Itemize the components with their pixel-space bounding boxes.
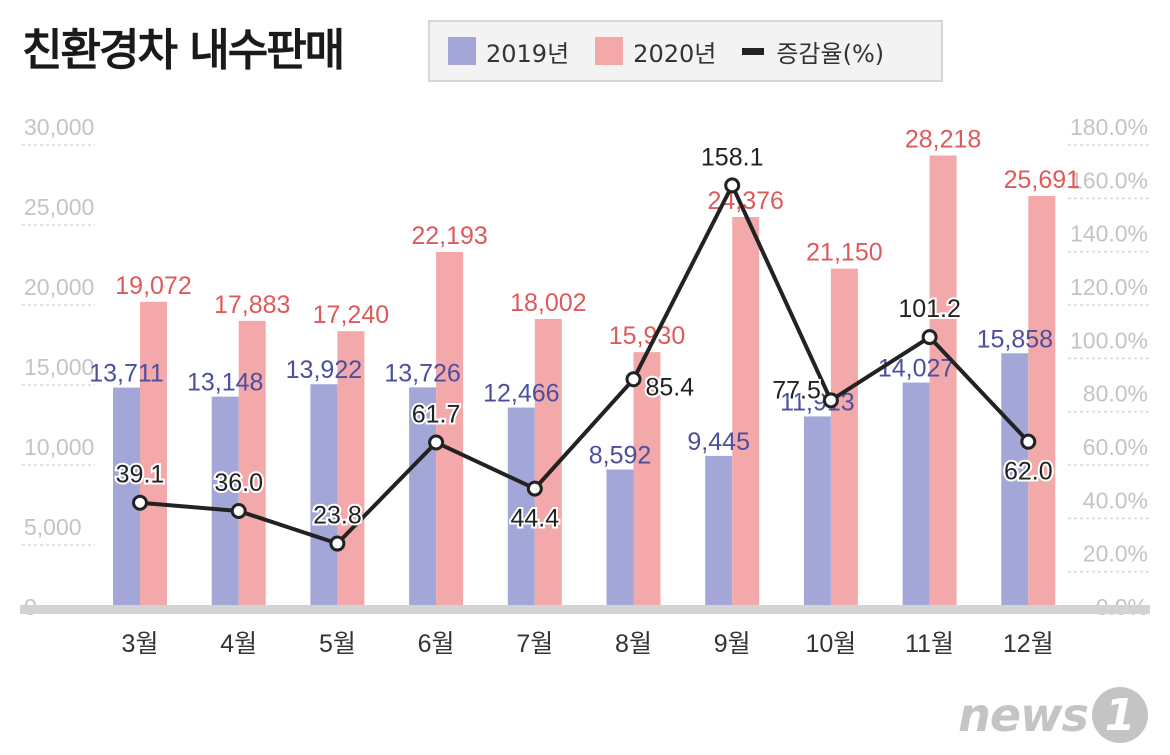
x-tick-label: 12월 [1003, 630, 1054, 658]
legend-label-change-rate: 증감율(%) [776, 39, 885, 68]
change-rate-label: 77.5 [772, 376, 821, 404]
bar-2020-label: 22,193 [411, 222, 487, 250]
change-rate-label: 36.0 [214, 469, 263, 497]
legend-item-2020: 2020년 [595, 34, 716, 69]
y-left-tick-label: 25,000 [24, 194, 94, 220]
bar-2019-label: 14,027 [878, 355, 954, 383]
y-right-tick-label: 20.0% [1083, 541, 1148, 567]
bar-2020 [140, 301, 167, 607]
bar-2019 [211, 396, 239, 607]
bar-2019 [409, 387, 437, 607]
x-axis-baseline [20, 605, 1150, 614]
legend-swatch-change-rate [742, 47, 765, 55]
change-rate-point [428, 434, 445, 451]
bar-2020-label: 17,883 [214, 291, 290, 319]
bar-2020-label: 21,150 [806, 239, 882, 267]
change-rate-label: 44.4 [510, 505, 559, 533]
bar-2019-label: 12,466 [483, 380, 559, 408]
chart-legend: 2019년 2020년 증감율(%) [428, 20, 943, 82]
bar-2020 [238, 320, 266, 607]
change-rate-point [526, 480, 543, 497]
legend-item-change-rate: 증감율(%) [742, 34, 884, 69]
y-right-tick-label: 40.0% [1083, 487, 1148, 513]
y-left-tick-label: 30,000 [24, 114, 94, 140]
change-rate-point [329, 535, 346, 552]
y-right-tick-label: 80.0% [1083, 381, 1148, 407]
y-right-tick-label: 120.0% [1070, 274, 1148, 300]
bar-2020 [830, 268, 858, 607]
bar-2019-label: 13,711 [89, 360, 164, 388]
change-rate-point [230, 503, 247, 519]
y-left-tick-label: 15,000 [24, 354, 94, 380]
bar-2020-label: 18,002 [510, 289, 586, 317]
x-tick-label: 7월 [516, 630, 553, 658]
y-right-tick-label: 60.0% [1083, 434, 1148, 460]
change-rate-label: 158.1 [701, 143, 764, 171]
bar-2019 [902, 382, 930, 607]
bar-2020 [337, 331, 365, 607]
y-right-tick-label: 160.0% [1070, 167, 1148, 193]
y-left-tick-label: 5,000 [24, 514, 82, 540]
news1-logo: news 1 [958, 687, 1148, 743]
bar-2020 [929, 155, 957, 607]
change-rate-point [921, 329, 938, 346]
bar-2019-label: 13,922 [286, 356, 362, 384]
y-right-tick-label: 100.0% [1070, 327, 1148, 353]
change-rate-point [625, 371, 642, 388]
change-rate-label: 61.7 [412, 400, 461, 428]
bar-2020-label: 25,691 [1004, 166, 1080, 194]
x-tick-label: 10월 [805, 630, 856, 658]
legend-swatch-2019 [448, 37, 476, 65]
bar-2019-label: 8,592 [589, 442, 652, 470]
bar-2019-label: 13,726 [384, 359, 460, 387]
x-tick-label: 9월 [714, 630, 751, 658]
bar-2019 [310, 384, 338, 607]
y-left-tick-label: 10,000 [24, 434, 94, 460]
x-tick-label: 4월 [220, 630, 257, 658]
bar-2020 [633, 352, 661, 607]
change-rate-label: 39.1 [116, 461, 165, 489]
bar-2020-label: 28,218 [905, 126, 981, 154]
x-tick-label: 8월 [615, 630, 652, 658]
logo-mark-icon: 1 [1092, 687, 1148, 743]
bar-2019 [1001, 353, 1029, 607]
change-rate-point [132, 494, 148, 511]
y-left-tick-label: 20,000 [24, 274, 94, 300]
bar-2020-label: 17,240 [313, 301, 389, 329]
bar-2019 [803, 416, 831, 607]
change-rate-label: 62.0 [1004, 458, 1053, 486]
bar-2020 [732, 216, 760, 607]
chart-title: 친환경차 내수판매 [22, 25, 345, 76]
bar-2020 [436, 251, 464, 608]
change-rate-label: 85.4 [646, 373, 695, 401]
change-rate-point [822, 392, 839, 409]
change-rate-point [724, 177, 741, 194]
bar-2019 [507, 407, 535, 607]
legend-swatch-2020 [595, 37, 624, 65]
change-rate-label: 23.8 [313, 502, 362, 530]
legend-label-2019: 2019년 [486, 39, 570, 68]
legend-label-2020: 2020년 [633, 39, 717, 68]
x-tick-label: 3월 [122, 630, 159, 658]
bar-2019-label: 15,858 [977, 325, 1053, 353]
bar-2020-label: 15,930 [609, 322, 685, 350]
legend-item-2019: 2019년 [448, 34, 569, 69]
change-rate-label: 101.2 [898, 295, 961, 323]
bar-2020-label: 19,072 [115, 272, 191, 300]
change-rate-point [1020, 433, 1037, 450]
bar-2019 [705, 455, 733, 607]
y-right-tick-label: 180.0% [1070, 114, 1148, 140]
change-rate-line [139, 183, 1030, 546]
bar-2019-label: 9,445 [687, 428, 750, 456]
x-tick-label: 5월 [319, 630, 356, 658]
bar-2019 [606, 469, 634, 607]
x-tick-label: 6월 [418, 630, 455, 658]
y-right-tick-label: 140.0% [1070, 221, 1148, 247]
x-tick-label: 11월 [905, 630, 954, 658]
bar-2020 [1028, 195, 1056, 607]
logo-text: news [958, 688, 1089, 742]
bar-2019-label: 13,148 [187, 369, 263, 397]
